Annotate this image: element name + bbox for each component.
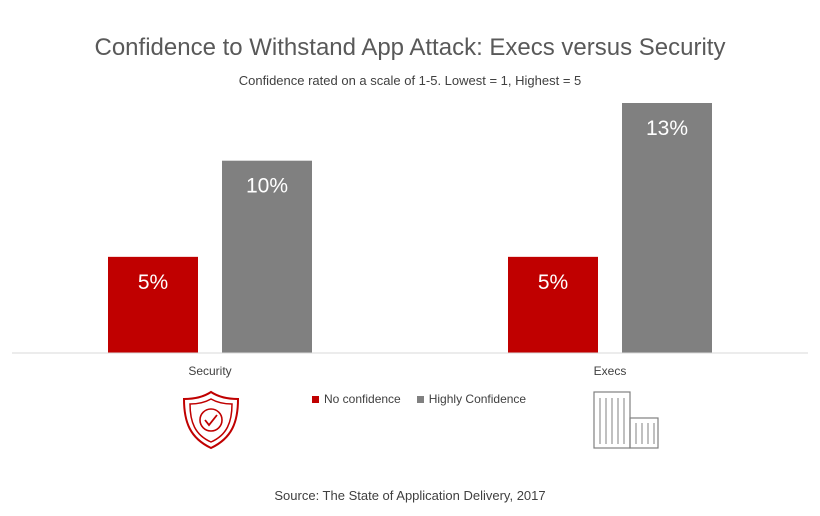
- data-label-security-no-confidence: 5%: [138, 271, 168, 294]
- legend-label-no-confidence: No confidence: [324, 392, 401, 406]
- legend-item-no-confidence: No confidence: [312, 392, 401, 406]
- bar-chart: 5% 10% 5% 13% Security Execs: [12, 103, 808, 378]
- category-labels: Security Execs: [188, 364, 626, 378]
- legend-item-highly-confidence: Highly Confidence: [416, 392, 527, 406]
- category-label-execs: Execs: [594, 364, 627, 378]
- chart-title: Confidence to Withstand App Attack: Exec…: [94, 34, 726, 61]
- legend-swatch-no-confidence: [312, 395, 319, 403]
- source-note: Source: The State of Application Deliver…: [274, 488, 546, 503]
- bar-security-highly-confidence: [222, 160, 312, 353]
- bar-execs-highly-confidence: [622, 103, 712, 353]
- legend: No confidence Highly Confidence: [312, 392, 526, 406]
- bar-execs-no-confidence: [508, 256, 598, 353]
- chart-subtitle: Confidence rated on a scale of 1-5. Lowe…: [238, 73, 582, 88]
- building-icon: [593, 391, 659, 449]
- shield-check-icon: [182, 390, 240, 450]
- bars-group: 5% 10% 5% 13%: [108, 103, 712, 353]
- legend-swatch-highly-confidence: [416, 395, 424, 403]
- legend-label-highly-confidence: Highly Confidence: [428, 392, 527, 406]
- data-label-security-highly-confidence: 10%: [246, 175, 288, 198]
- data-label-execs-no-confidence: 5%: [538, 271, 568, 294]
- category-label-security: Security: [188, 364, 231, 378]
- data-label-execs-highly-confidence: 13%: [646, 117, 688, 140]
- bar-security-no-confidence: [108, 256, 198, 353]
